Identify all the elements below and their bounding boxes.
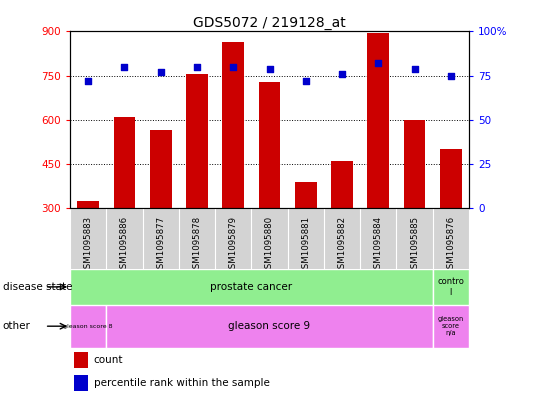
Bar (331, 161, 353, 208)
Point (84, 78, 93, 84)
Point (120, 64, 129, 70)
Bar (433, 269, 469, 305)
Text: gleason
score
n/a: gleason score n/a (438, 316, 464, 336)
Text: gleason score 8: gleason score 8 (64, 324, 113, 329)
Text: disease state: disease state (3, 282, 72, 292)
Bar (295, 182, 316, 208)
Title: GDS5072 / 219128_at: GDS5072 / 219128_at (193, 17, 346, 30)
Point (265, 65, 274, 72)
Bar (70, 305, 106, 348)
Text: count: count (94, 355, 123, 365)
Bar (150, 130, 171, 208)
Bar (223, 42, 244, 208)
Point (374, 60, 383, 66)
Text: percentile rank within the sample: percentile rank within the sample (94, 378, 270, 388)
Point (446, 72, 455, 79)
Point (156, 69, 165, 75)
Bar (368, 33, 389, 208)
Text: other: other (3, 321, 31, 331)
Bar (74, 352, 88, 368)
Text: contro
l: contro l (437, 277, 464, 297)
Point (229, 64, 238, 70)
Bar (77, 201, 99, 208)
Bar (433, 305, 469, 348)
Bar (404, 120, 425, 208)
Bar (186, 74, 208, 208)
Text: gleason score 9: gleason score 9 (229, 321, 310, 331)
Point (192, 64, 201, 70)
Point (410, 65, 419, 72)
Point (301, 78, 310, 84)
Bar (114, 117, 135, 208)
Text: prostate cancer: prostate cancer (210, 282, 293, 292)
Point (338, 71, 347, 77)
Bar (440, 149, 462, 208)
Bar (106, 305, 433, 348)
Bar (74, 375, 88, 391)
Bar (259, 82, 280, 208)
